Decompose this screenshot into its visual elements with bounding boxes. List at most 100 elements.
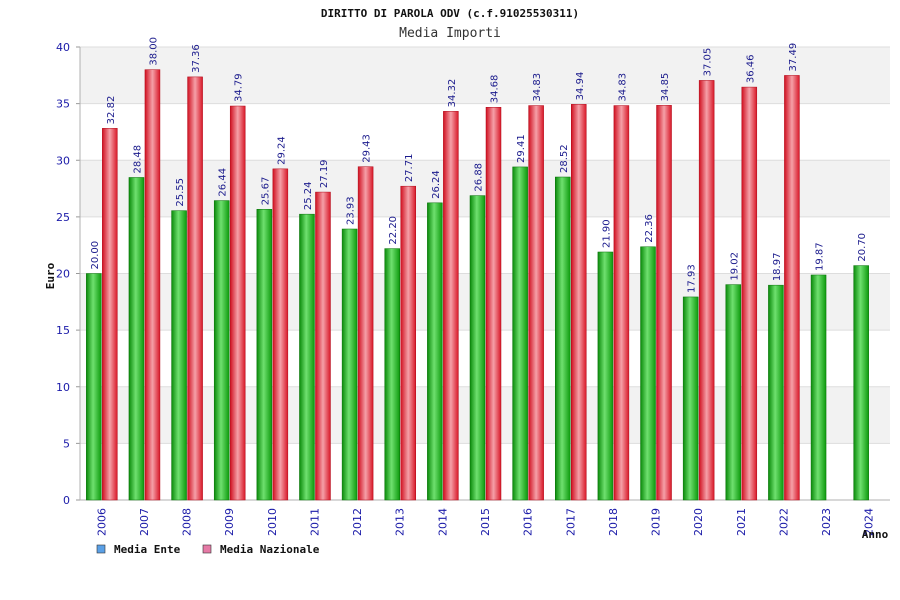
bar-media-ente-2022	[768, 284, 784, 501]
bar-media-nazionale-2015	[485, 106, 502, 501]
legend-label-media-ente: Media Ente	[114, 543, 181, 556]
y-axis-label: Euro	[44, 262, 57, 289]
bar-media-ente-2023	[810, 274, 827, 501]
x-tick-label: 2016	[522, 508, 535, 536]
value-label: 27.71	[404, 154, 415, 183]
bar-media-nazionale-2010	[272, 168, 289, 501]
value-label: 34.94	[575, 72, 586, 101]
bar-media-ente-2020	[682, 296, 699, 501]
bar-media-nazionale-2016	[528, 105, 544, 501]
bar-media-ente-2015	[469, 195, 486, 501]
value-label: 28.52	[559, 144, 570, 173]
value-label: 37.49	[788, 43, 799, 72]
x-tick-label: 2021	[735, 508, 748, 536]
bar-media-nazionale-2014	[443, 111, 459, 501]
bar-media-nazionale-2007	[144, 69, 161, 501]
bar-media-ente-2021	[725, 284, 742, 501]
y-tick-label: 40	[56, 41, 70, 54]
bar-media-nazionale-2017	[571, 104, 587, 501]
x-tick-labels: 2006 2007 2008 2009 2010 2011 2012 2013 2014 2015…	[95, 508, 875, 536]
x-tick-label: 2007	[138, 508, 151, 536]
x-tick-label: 2014	[436, 508, 449, 536]
value-label: 34.83	[617, 73, 628, 102]
value-label: 29.43	[362, 134, 373, 163]
value-label: 37.36	[191, 44, 202, 73]
bar-media-nazionale-2006	[102, 128, 118, 501]
x-tick-label: 2018	[607, 508, 620, 536]
x-tick-label: 2011	[308, 508, 321, 536]
x-tick-label: 2006	[95, 508, 108, 536]
x-tick-label: 2012	[351, 508, 364, 536]
bar-media-nazionale-2013	[400, 185, 416, 501]
value-label: 27.19	[319, 159, 330, 188]
value-label: 21.90	[601, 219, 612, 248]
value-label: 34.32	[447, 79, 458, 108]
x-tick-label: 2008	[181, 508, 194, 536]
bar-media-nazionale-2009	[229, 105, 246, 501]
value-label: 26.88	[474, 163, 485, 192]
value-labels: 20.00 32.82 28.48 38.00 25.55 37.36 26.44 34.79…	[90, 37, 868, 293]
value-label: 34.83	[532, 73, 543, 102]
value-label: 23.93	[346, 196, 357, 225]
value-label: 22.20	[388, 216, 399, 245]
x-tick-label: 2019	[650, 508, 663, 536]
legend-swatch-media-ente	[96, 544, 106, 554]
y-tick-label: 35	[56, 98, 70, 111]
y-tick-label: 10	[56, 381, 70, 394]
bar-media-ente-2016	[512, 166, 528, 501]
bar-media-ente-2024	[853, 265, 869, 501]
y-tick-label: 30	[56, 154, 70, 167]
x-tick-label: 2023	[820, 508, 833, 536]
value-label: 34.85	[660, 73, 671, 102]
bar-media-ente-2006	[86, 273, 102, 501]
y-tick-label: 5	[63, 437, 70, 450]
value-label: 32.82	[106, 96, 117, 125]
bar-media-ente-2019	[640, 246, 656, 501]
bar-media-nazionale-2018	[613, 105, 630, 501]
y-tick-labels: 0 5 10 15 20 25 30 35 40	[56, 41, 70, 507]
bar-media-ente-2012	[341, 228, 358, 501]
value-label: 18.97	[772, 253, 783, 282]
value-label: 20.00	[90, 241, 101, 270]
value-label: 34.68	[490, 75, 501, 104]
x-tick-label: 2020	[692, 508, 705, 536]
x-tick-label: 2009	[223, 508, 236, 536]
value-label: 38.00	[148, 37, 159, 66]
value-label: 26.44	[218, 168, 229, 197]
bar-media-ente-2017	[555, 176, 571, 501]
bar-media-ente-2008	[171, 210, 187, 501]
x-tick-label: 2015	[479, 508, 492, 536]
bar-media-nazionale-2008	[187, 76, 203, 501]
value-label: 25.24	[303, 182, 314, 211]
chart-title: DIRITTO DI PAROLA ODV (c.f.91025530311)	[321, 7, 579, 20]
bar-media-ente-2009	[213, 200, 230, 501]
value-label: 19.87	[815, 242, 826, 271]
value-label: 29.24	[276, 136, 287, 165]
x-tick-label: 2017	[564, 508, 577, 536]
bar-media-ente-2007	[128, 177, 145, 501]
bar-media-nazionale-2012	[357, 166, 374, 501]
bar-media-nazionale-2011	[315, 191, 331, 501]
value-label: 29.41	[516, 134, 527, 163]
y-tick-label: 0	[63, 494, 70, 507]
value-label: 22.36	[644, 214, 655, 243]
value-label: 25.55	[175, 178, 186, 207]
bar-media-ente-2014	[427, 202, 443, 501]
bar-media-ente-2013	[384, 248, 400, 501]
x-axis-label: Anno	[862, 528, 889, 541]
x-tick-label: 2010	[266, 508, 279, 536]
value-label: 19.02	[729, 252, 740, 281]
legend: Media Ente Media Nazionale	[96, 543, 320, 556]
y-tick-label: 20	[56, 268, 70, 281]
value-label: 28.48	[132, 145, 143, 174]
bar-media-ente-2011	[299, 213, 315, 501]
chart-subtitle: Media Importi	[399, 26, 501, 41]
bar-media-ente-2018	[597, 251, 614, 501]
value-label: 34.79	[234, 73, 245, 102]
x-tick-label: 2024	[863, 508, 876, 536]
bar-media-nazionale-2021	[741, 86, 758, 501]
y-tick-label: 25	[56, 211, 70, 224]
y-tick-label: 15	[56, 324, 70, 337]
bars	[86, 69, 869, 501]
